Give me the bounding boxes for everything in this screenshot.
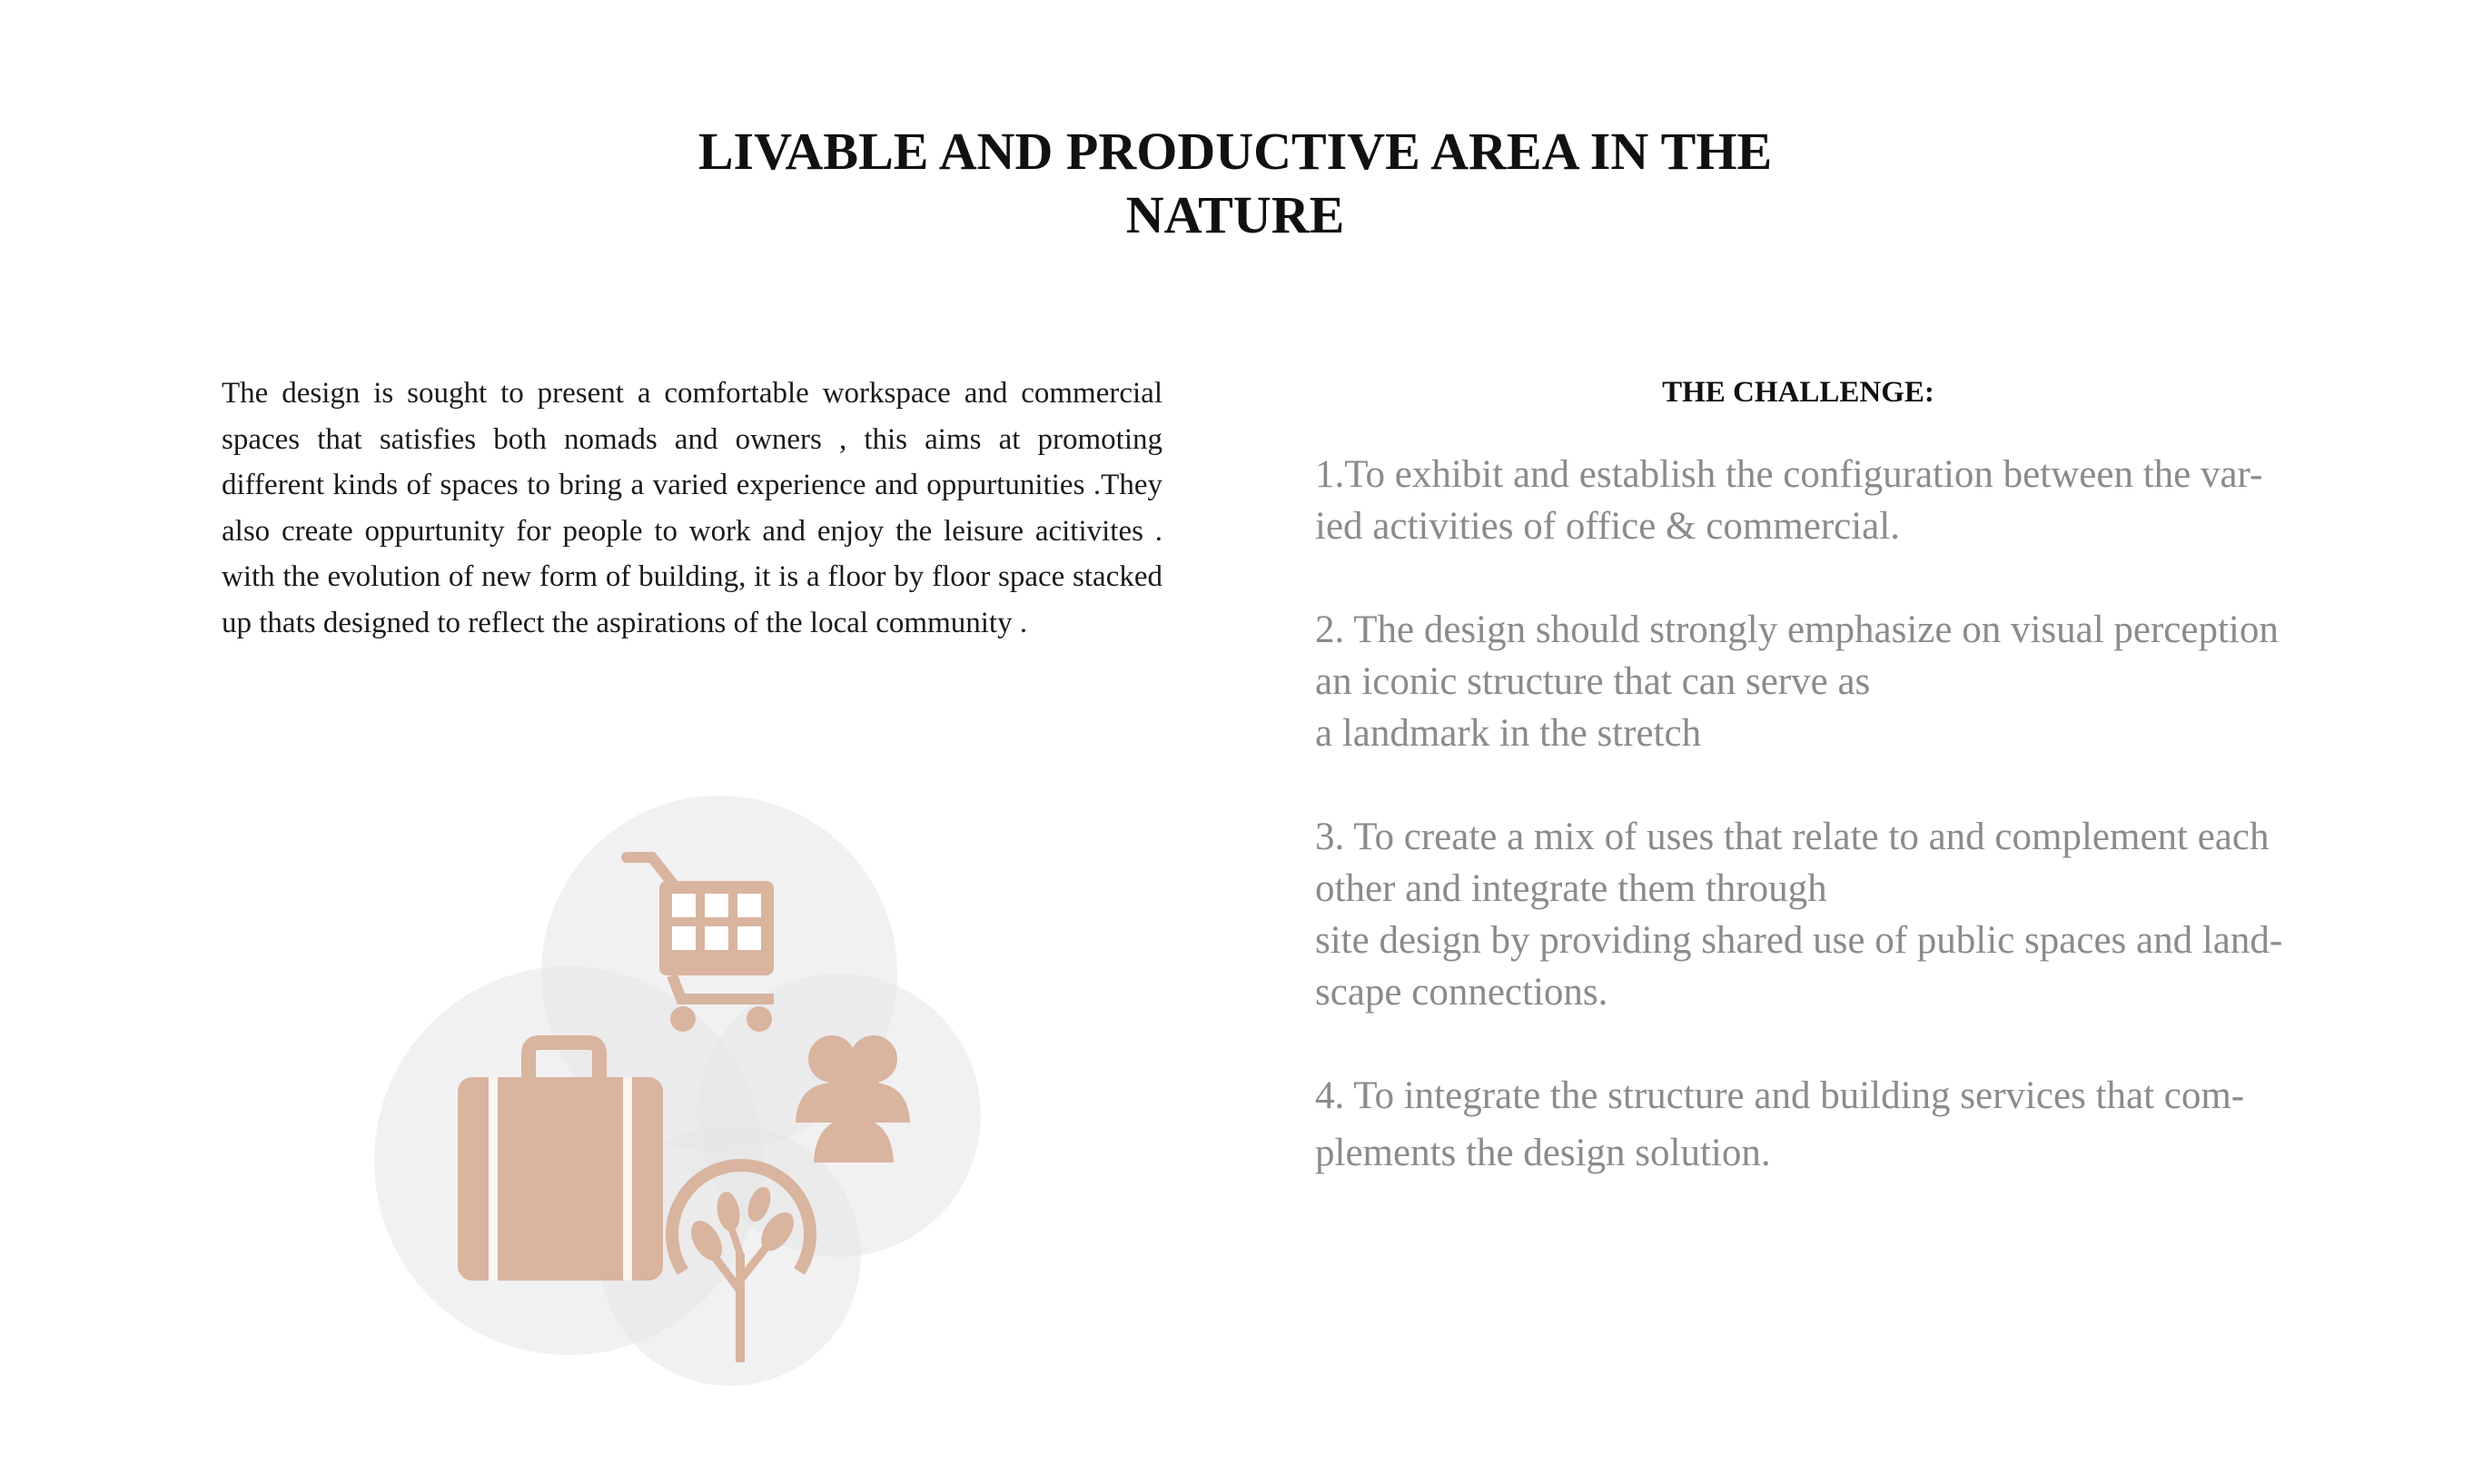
challenge-list: 1.To exhibit and establish the configura… [1315,449,2369,1231]
challenge-line: 1.To exhibit and establish the configura… [1315,453,2263,496]
challenge-item-4: 4. To integrate the structure and buildi… [1315,1070,2369,1179]
challenge-line: site design by providing shared use of p… [1315,919,2283,962]
challenge-line: plements the design solution. [1315,1132,1771,1174]
background-circles [374,796,981,1386]
challenge-line: 4. To integrate the structure and buildi… [1315,1074,2245,1117]
challenge-line: ied activities of office & commercial. [1315,505,1900,548]
page-title-line-1: LIVABLE AND PRODUCTIVE AREA IN THE [697,122,1773,181]
challenge-line: an iconic structure that can serve as [1315,660,1871,703]
challenge-line: 3. To create a mix of uses that relate t… [1315,816,2270,858]
tree-icon [666,1159,816,1362]
page-title: LIVABLE AND PRODUCTIVE AREA IN THE NATUR… [509,120,1962,247]
challenge-line: other and integrate them through [1315,867,1827,910]
intro-paragraph: The design is sought to present a comfor… [222,377,1162,639]
challenge-item-1: 1.To exhibit and establish the configura… [1315,449,2369,552]
use-icons-graphic [374,796,981,1386]
challenge-line: 2. The design should strongly emphasize … [1315,608,2279,651]
shopping-cart-icon [621,852,774,1032]
page-title-line-2: NATURE [1125,185,1345,244]
use-icons-cluster [363,781,981,1399]
challenge-item-2: 2. The design should strongly emphasize … [1315,604,2369,759]
challenge-heading: THE CHALLENGE: [1662,376,1934,409]
challenge-line: a landmark in the stretch [1315,712,1702,755]
challenge-line: scape connections. [1315,971,1608,1014]
challenge-item-3: 3. To create a mix of uses that relate t… [1315,811,2369,1018]
suitcase-icon [458,1035,663,1281]
people-group-icon [796,1035,910,1162]
